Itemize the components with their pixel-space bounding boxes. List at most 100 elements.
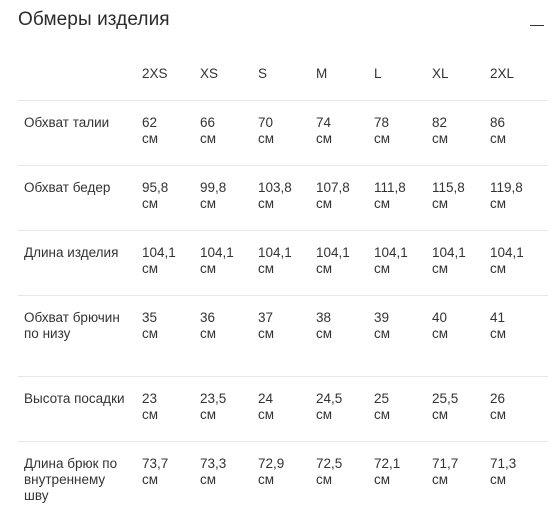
- value-cell: 104,1 см: [432, 230, 490, 295]
- unit: см: [200, 260, 217, 276]
- value-cell: 36 см: [200, 295, 258, 376]
- value: 104,1: [374, 244, 408, 260]
- minus-icon: [530, 25, 544, 27]
- value: 26: [490, 390, 506, 406]
- value: 86: [490, 114, 506, 130]
- value-cell: 25 см: [374, 376, 432, 441]
- unit: см: [258, 195, 275, 211]
- size-header: S: [258, 66, 268, 81]
- value: 62: [142, 114, 158, 130]
- value: 36: [200, 309, 216, 325]
- size-header: 2XL: [490, 66, 515, 81]
- row-label: Обхват бедер: [24, 179, 111, 195]
- table-row: Длина изделия 104,1 см 104,1 см 104,1 см 10…: [18, 230, 548, 295]
- row-label: Обхват брючин по низу: [24, 309, 120, 341]
- unit: см: [142, 406, 159, 422]
- value: 99,8: [200, 179, 227, 195]
- unit: см: [432, 406, 449, 422]
- unit: см: [142, 471, 159, 487]
- value: 104,1: [490, 244, 524, 260]
- unit: см: [142, 130, 159, 146]
- unit: см: [200, 195, 217, 211]
- unit: см: [258, 406, 275, 422]
- value-cell: 82 см: [432, 100, 490, 165]
- size-header: XL: [432, 66, 449, 81]
- value: 40: [432, 309, 448, 325]
- value-cell: 107,8 см: [316, 165, 374, 230]
- table-row: Обхват брючин по низу 35 см 36 см 37 см 38 с…: [18, 295, 548, 376]
- section-header[interactable]: Обмеры изделия: [18, 8, 548, 34]
- value-cell: 103,8 см: [258, 165, 316, 230]
- unit: см: [490, 406, 507, 422]
- unit: см: [490, 471, 507, 487]
- unit: см: [200, 471, 217, 487]
- unit: см: [432, 260, 449, 276]
- value-cell: 41 см: [490, 295, 548, 376]
- value-cell: 23 см: [142, 376, 200, 441]
- value: 72,5: [316, 455, 343, 471]
- value: 103,8: [258, 179, 292, 195]
- unit: см: [374, 130, 391, 146]
- unit: см: [200, 406, 217, 422]
- value: 73,7: [142, 455, 169, 471]
- value-cell: 25,5 см: [432, 376, 490, 441]
- value: 41: [490, 309, 506, 325]
- value: 104,1: [142, 244, 176, 260]
- value: 95,8: [142, 179, 169, 195]
- unit: см: [258, 130, 275, 146]
- value-cell: 115,8 см: [432, 165, 490, 230]
- value-cell: 26 см: [490, 376, 548, 441]
- unit: см: [432, 195, 449, 211]
- unit: см: [258, 260, 275, 276]
- value-cell: 35 см: [142, 295, 200, 376]
- value: 35: [142, 309, 158, 325]
- value: 23: [142, 390, 158, 406]
- value-cell: 38 см: [316, 295, 374, 376]
- table-row: Обхват бедер 95,8 см 99,8 см 103,8 см 107,8…: [18, 165, 548, 230]
- value-cell: 72,5 см: [316, 441, 374, 532]
- unit: см: [316, 406, 333, 422]
- value: 24,5: [316, 390, 343, 406]
- value: 72,1: [374, 455, 401, 471]
- value-cell: 104,1 см: [316, 230, 374, 295]
- value-cell: 104,1 см: [258, 230, 316, 295]
- value: 66: [200, 114, 216, 130]
- unit: см: [316, 325, 333, 341]
- row-label: Длина брюк по внутреннему шву: [24, 455, 118, 503]
- section-title: Обмеры изделия: [18, 9, 170, 30]
- size-table: 2XS XS S M L XL 2XL Обхват талии 62 см 66…: [18, 52, 548, 532]
- value: 74: [316, 114, 332, 130]
- value: 38: [316, 309, 332, 325]
- value-cell: 23,5 см: [200, 376, 258, 441]
- value-cell: 104,1 см: [374, 230, 432, 295]
- unit: см: [374, 195, 391, 211]
- row-label-cell: Обхват брючин по низу: [18, 295, 142, 376]
- unit: см: [432, 471, 449, 487]
- value-cell: 74 см: [316, 100, 374, 165]
- row-label: Длина изделия: [24, 244, 119, 260]
- unit: см: [374, 406, 391, 422]
- value-cell: 86 см: [490, 100, 548, 165]
- value-cell: 70 см: [258, 100, 316, 165]
- corner-cell: [18, 52, 142, 100]
- size-header: XS: [200, 66, 219, 81]
- collapse-button[interactable]: [526, 12, 548, 32]
- value-cell: 95,8 см: [142, 165, 200, 230]
- unit: см: [316, 471, 333, 487]
- value-cell: 111,8 см: [374, 165, 432, 230]
- unit: см: [490, 260, 507, 276]
- value: 104,1: [432, 244, 466, 260]
- value-cell: 40 см: [432, 295, 490, 376]
- value-cell: 73,3 см: [200, 441, 258, 532]
- unit: см: [374, 260, 391, 276]
- unit: см: [142, 260, 159, 276]
- value: 115,8: [432, 179, 465, 195]
- unit: см: [490, 130, 507, 146]
- unit: см: [490, 195, 507, 211]
- value-cell: 72,1 см: [374, 441, 432, 532]
- size-header: L: [374, 66, 382, 81]
- value: 104,1: [258, 244, 292, 260]
- value-cell: 71,7 см: [432, 441, 490, 532]
- unit: см: [200, 130, 217, 146]
